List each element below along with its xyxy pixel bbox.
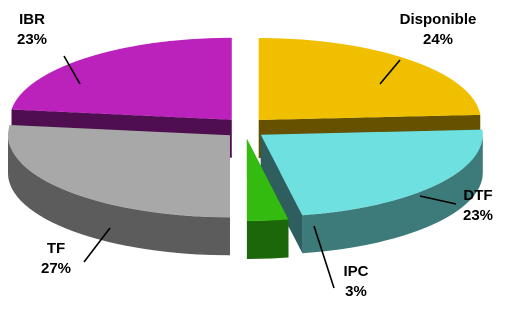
slice-label-dtf: DTF xyxy=(463,187,492,204)
slice-percent-dtf: 23% xyxy=(463,207,493,224)
slice-label-ipc: IPC xyxy=(343,263,368,280)
leader-line-tf xyxy=(83,227,111,263)
leader-line-dtf xyxy=(419,195,457,205)
slice-percent-tf: 27% xyxy=(41,260,71,277)
pie-slice-ibr xyxy=(11,37,232,120)
pie-slice-rim-tf xyxy=(7,135,230,256)
leader-line-ibr xyxy=(63,55,81,85)
leader-line-ipc xyxy=(313,225,335,289)
slice-percent-ibr: 23% xyxy=(17,31,47,48)
pie-slice-dtf xyxy=(260,129,483,216)
pie-slice-tf xyxy=(7,124,230,218)
slice-label-tf: TF xyxy=(47,240,65,257)
pie-slice-ipc xyxy=(246,138,289,221)
pie-slice-disponible xyxy=(258,37,481,120)
slice-percent-ipc: 3% xyxy=(345,283,367,300)
slice-label-ibr: IBR xyxy=(19,11,45,28)
leader-line-disponible xyxy=(379,59,401,85)
pie-slice-rim-dtf xyxy=(302,134,483,254)
pie-slice-rim-ipc xyxy=(246,219,289,259)
slice-label-disponible: Disponible xyxy=(400,11,477,28)
pie-slice-wall xyxy=(260,134,303,254)
pie-labels: Disponible 24% DTF 23% IPC 3% TF 27% IBR 23% xyxy=(17,11,493,300)
pie-tops xyxy=(7,37,483,221)
slice-percent-disponible: 24% xyxy=(423,31,453,48)
